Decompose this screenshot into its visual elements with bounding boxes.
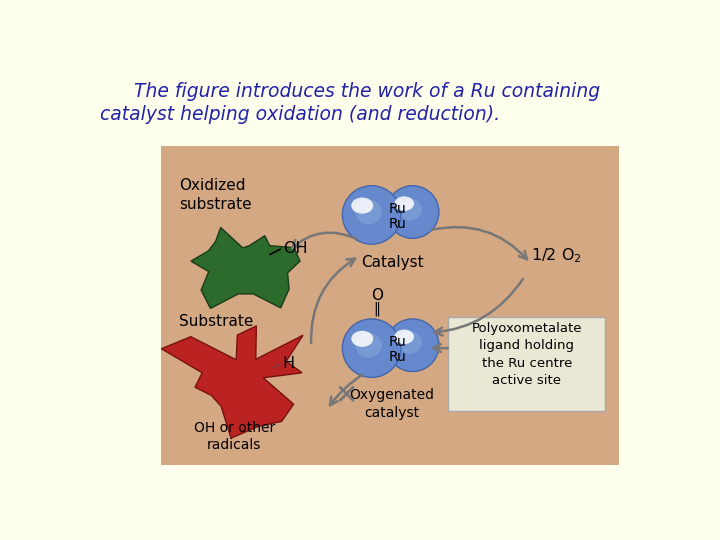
Text: ✕: ✕: [334, 382, 358, 410]
Text: Substrate: Substrate: [179, 314, 253, 328]
Ellipse shape: [395, 329, 414, 344]
Polygon shape: [161, 326, 303, 438]
Ellipse shape: [395, 197, 414, 211]
Text: Oxygenated
catalyst: Oxygenated catalyst: [350, 388, 435, 420]
Text: OH or other
radicals: OH or other radicals: [194, 421, 275, 452]
Text: Polyoxometalate
ligand holding
the Ru centre
active site: Polyoxometalate ligand holding the Ru ce…: [472, 322, 582, 388]
FancyBboxPatch shape: [449, 318, 606, 411]
Ellipse shape: [356, 200, 382, 225]
Ellipse shape: [386, 319, 439, 372]
Text: Catalyst: Catalyst: [361, 255, 423, 270]
Ellipse shape: [386, 186, 439, 238]
Text: Ru: Ru: [388, 217, 406, 231]
Text: O: O: [371, 288, 383, 303]
Ellipse shape: [351, 198, 373, 214]
Ellipse shape: [398, 332, 422, 354]
Text: ‖: ‖: [373, 301, 380, 316]
Polygon shape: [191, 227, 300, 308]
Text: OH: OH: [283, 240, 307, 255]
Ellipse shape: [351, 331, 373, 347]
Text: The figure introduces the work of a Ru containing: The figure introduces the work of a Ru c…: [134, 82, 600, 101]
Text: Ru: Ru: [388, 202, 406, 216]
Ellipse shape: [342, 319, 401, 377]
Ellipse shape: [356, 333, 382, 357]
Ellipse shape: [398, 198, 422, 220]
Ellipse shape: [342, 186, 401, 244]
Text: H: H: [283, 356, 295, 371]
Text: catalyst helping oxidation (and reduction).: catalyst helping oxidation (and reductio…: [99, 105, 500, 124]
Text: Oxidized
substrate: Oxidized substrate: [179, 178, 251, 212]
Bar: [161, 146, 619, 465]
Text: Ru: Ru: [388, 335, 406, 349]
Text: 1/2 O$_2$: 1/2 O$_2$: [531, 246, 582, 265]
Text: Ru: Ru: [388, 350, 406, 365]
